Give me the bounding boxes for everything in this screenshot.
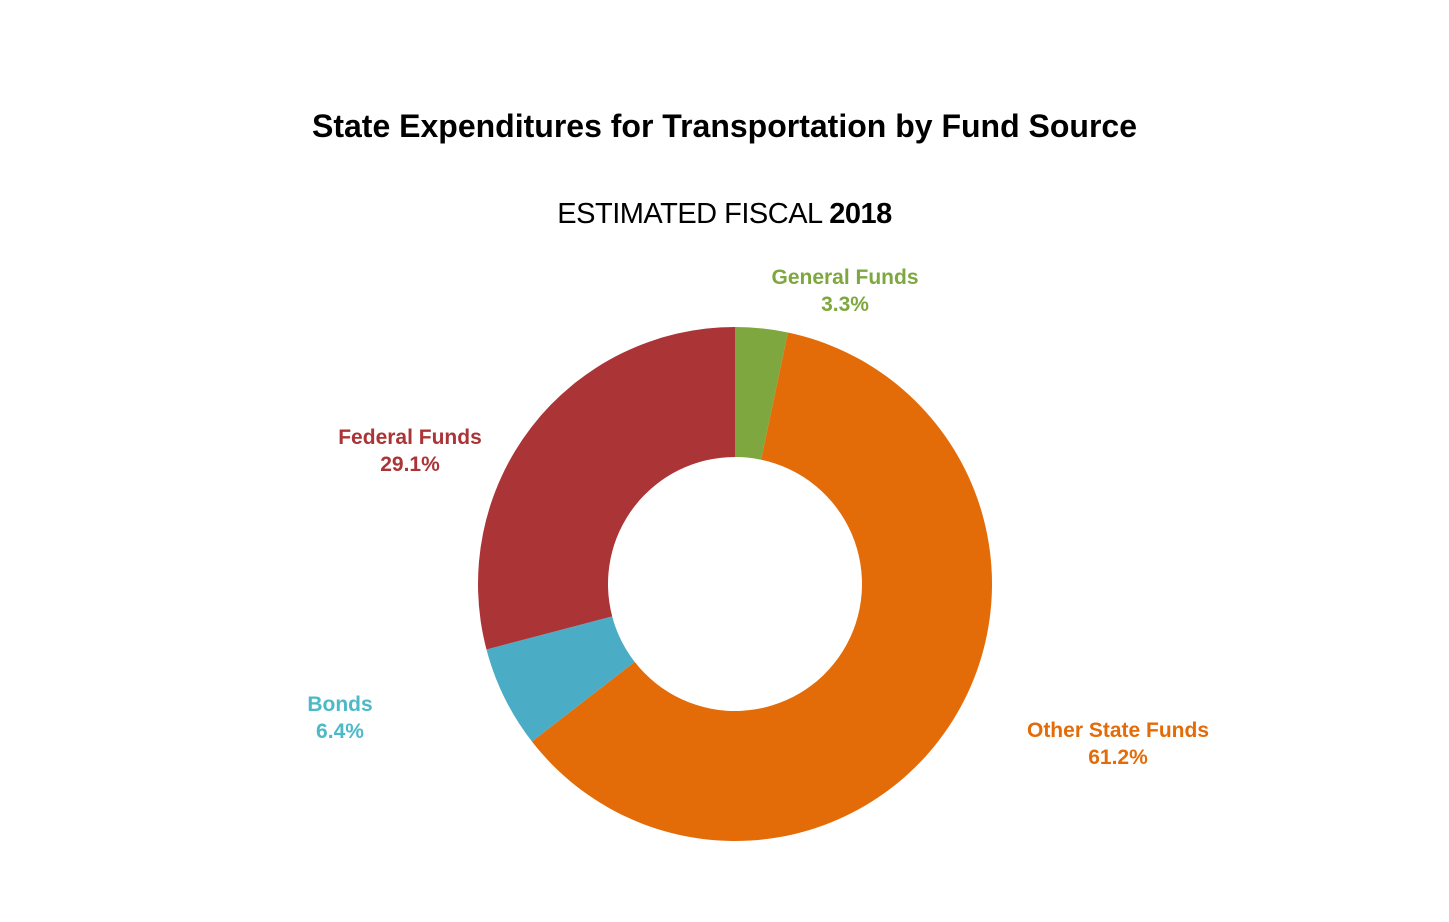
chart-title: State Expenditures for Transportation by… (312, 108, 1137, 144)
slice-value: 6.4% (316, 720, 364, 743)
slice-name: Federal Funds (338, 426, 482, 449)
slice-value: 61.2% (1088, 746, 1148, 769)
slice-name: General Funds (771, 266, 919, 289)
slice-value: 29.1% (380, 453, 440, 476)
slice-other-state-funds (531, 332, 992, 841)
slice-bonds (486, 616, 635, 742)
subtitle-year: 2018 (829, 198, 892, 230)
slice-value: 3.3% (821, 293, 869, 316)
data-label-other-state-funds: Other State Funds 61.2% (1027, 717, 1209, 771)
subtitle-prefix: ESTIMATED FISCAL (557, 198, 822, 230)
slice-name: Bonds (307, 693, 373, 716)
chart-subtitle: ESTIMATED FISCAL 2018 (0, 198, 1449, 231)
slice-federal-funds (478, 327, 735, 650)
slice-name: Other State Funds (1026, 719, 1210, 742)
slice-general-funds (735, 327, 788, 460)
data-label-general-funds: General Funds 3.3% (771, 264, 918, 318)
data-label-bonds: Bonds 6.4% (307, 691, 372, 745)
data-label-federal-funds: Federal Funds 29.1% (338, 424, 482, 478)
